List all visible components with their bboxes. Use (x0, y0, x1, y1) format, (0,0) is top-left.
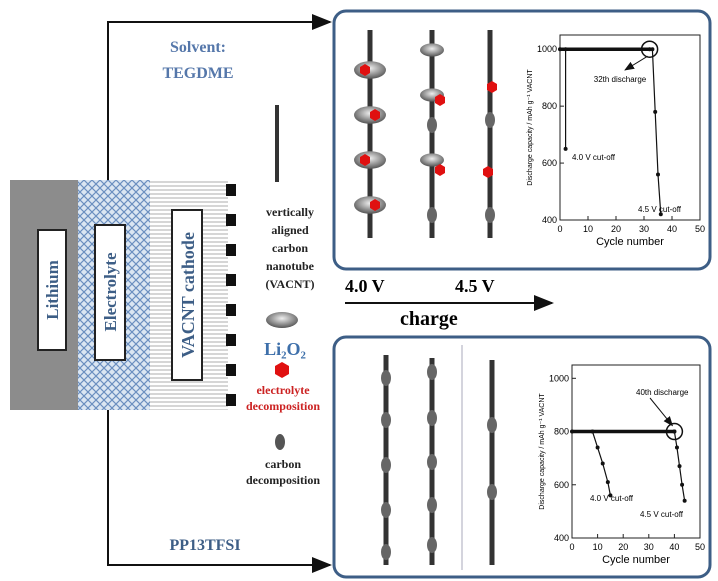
data-point (656, 172, 660, 176)
y-tick-label: 600 (542, 158, 557, 168)
legend-text: vertically aligned carbon nanotube (VACN… (265, 205, 314, 291)
data-point (570, 430, 574, 434)
cathode-label: VACNT cathode (178, 232, 198, 358)
y-tick-label: 600 (554, 480, 569, 490)
x-tick-label: 50 (695, 224, 705, 234)
legend-text: vertically (266, 205, 314, 219)
legend-text: carbon (265, 457, 301, 471)
carbon-decomp (381, 502, 391, 518)
x-tick-label: 40 (669, 542, 679, 552)
x-axis-label: Cycle number (602, 554, 670, 566)
legend-decomp (275, 362, 289, 378)
carbon-decomp (427, 537, 437, 553)
data-point (653, 110, 657, 114)
data-point (564, 147, 568, 151)
y-tick-label: 400 (542, 215, 557, 225)
y-tick-label: 1000 (537, 44, 557, 54)
y-axis-label: Discharge capacity / mAh g⁻¹ VACNT (539, 393, 546, 510)
annotation: 4.0 V cut-off (572, 153, 616, 162)
x-tick-label: 0 (557, 224, 562, 234)
carbon-decomp (381, 412, 391, 428)
data-point (564, 47, 568, 51)
plot-frame (560, 35, 700, 220)
data-point (672, 430, 676, 434)
y-tick-label: 1000 (549, 373, 569, 383)
carbon-decomp (381, 370, 391, 386)
lithium-label: Lithium (43, 260, 62, 320)
carbon-decomp (427, 207, 437, 223)
y-tick-label: 400 (554, 533, 569, 543)
legend-li2o2 (266, 312, 298, 328)
carbon-decomp (427, 410, 437, 426)
annotation: 4.5 V cut-off (640, 510, 684, 519)
carbon-decomp (427, 497, 437, 513)
x-tick-label: 40 (667, 224, 677, 234)
data-point (590, 430, 594, 434)
y-tick-label: 800 (554, 427, 569, 437)
li2o2 (420, 43, 444, 56)
data-point (680, 483, 684, 487)
carbon-decomp (487, 484, 497, 500)
annotation: 40th discharge (636, 388, 689, 397)
x-tick-label: 10 (593, 542, 603, 552)
legend-text: carbon (272, 241, 308, 255)
figure: Lithium Electrolyte VACNT cathode Solven… (0, 0, 718, 581)
x-tick-label: 10 (583, 224, 593, 234)
legend-text: decomposition (246, 473, 320, 487)
solvent-label: Solvent: (170, 39, 226, 56)
x-tick-label: 20 (618, 542, 628, 552)
x-axis-label: Cycle number (596, 236, 664, 248)
carbon-decomp (487, 417, 497, 433)
data-point (596, 446, 600, 450)
x-tick-label: 30 (644, 542, 654, 552)
y-axis-label: Discharge capacity / mAh g⁻¹ VACNT (527, 69, 534, 186)
carbon-decomp (427, 454, 437, 470)
carbon-decomp (427, 364, 437, 380)
legend-text: electrolyte (256, 383, 310, 397)
x-tick-label: 20 (611, 224, 621, 234)
data-point (678, 464, 682, 468)
carbon-decomp (485, 207, 495, 223)
x-tick-label: 30 (639, 224, 649, 234)
annotation: 4.0 V cut-off (590, 494, 634, 503)
voltage-label: 4.5 V (455, 276, 495, 296)
legend-text: decomposition (246, 399, 320, 413)
solvent-label: TEGDME (162, 65, 233, 82)
legend-text: nanotube (266, 259, 315, 273)
solvent-label: PP13TFSI (169, 537, 240, 554)
annotation: 4.5 V cut-off (638, 205, 682, 214)
voltage-label: 4.0 V (345, 276, 385, 296)
data-point (606, 480, 610, 484)
carbon-decomp (381, 457, 391, 473)
data-point (558, 47, 562, 51)
annotation: 32th discharge (594, 75, 647, 84)
legend-text: (VACNT) (265, 277, 314, 291)
data-point (675, 446, 679, 450)
electrolyte-label: Electrolyte (101, 252, 120, 331)
legend-text: aligned (271, 223, 309, 237)
x-tick-label: 0 (569, 542, 574, 552)
legend-carbon (275, 434, 285, 450)
legend-text: Li₂O₂ (264, 339, 306, 359)
carbon-decomp (381, 544, 391, 560)
x-tick-label: 50 (695, 542, 705, 552)
y-tick-label: 800 (542, 101, 557, 111)
carbon-decomp (427, 117, 437, 133)
data-point (601, 461, 605, 465)
charge-label: charge (400, 308, 458, 330)
data-point (683, 499, 687, 503)
carbon-decomp (485, 112, 495, 128)
data-point (650, 47, 654, 51)
